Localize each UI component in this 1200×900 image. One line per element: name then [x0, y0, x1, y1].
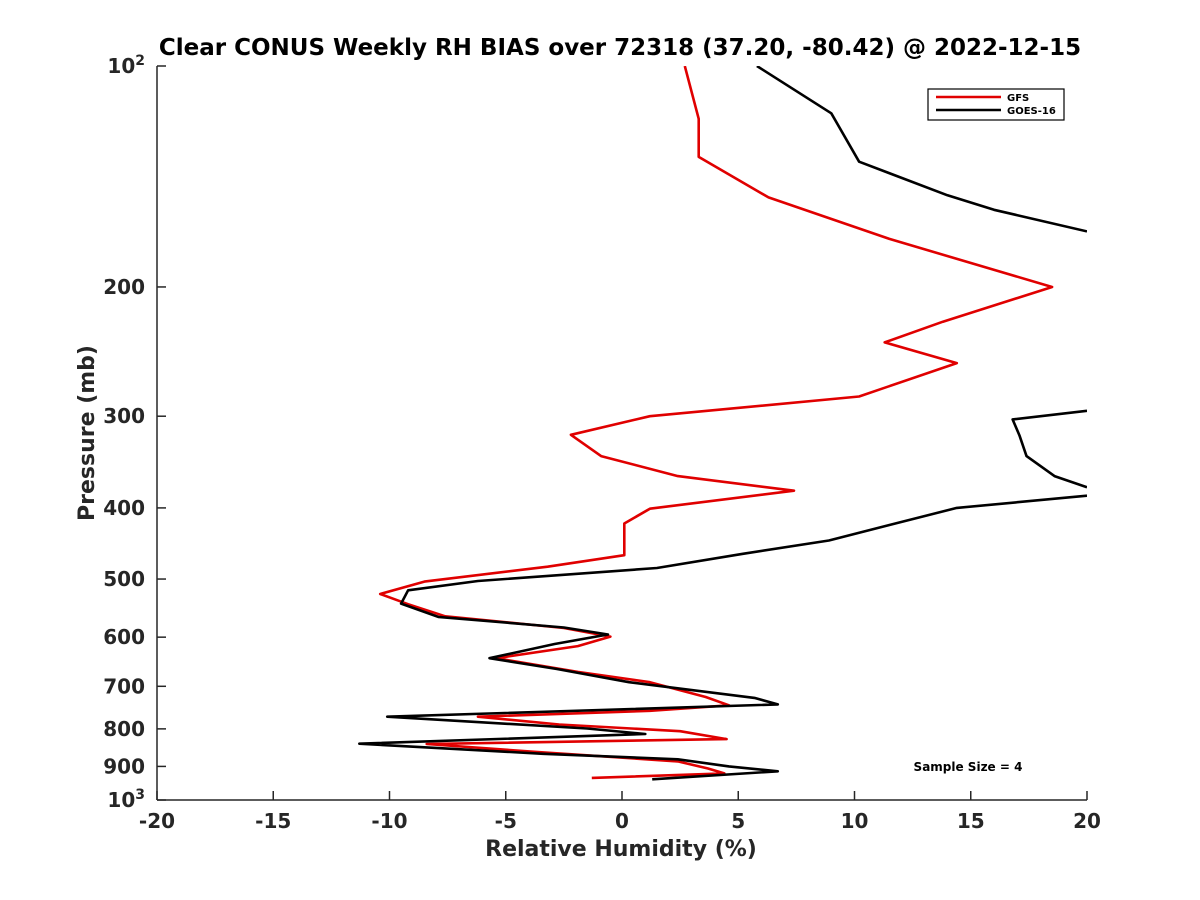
legend-label-goes16: GOES-16 [1007, 106, 1056, 117]
legend-label-gfs: GFS [1007, 93, 1029, 104]
x-tick-label: -5 [495, 809, 517, 833]
chart-title: Clear CONUS Weekly RH BIAS over 72318 (3… [159, 35, 1081, 61]
x-tick-label: 10 [841, 809, 869, 833]
legend: GFS GOES-16 [927, 88, 1065, 121]
sample-size-annotation: Sample Size = 4 [914, 760, 1023, 774]
series-line-gfs [378, 66, 1054, 780]
x-axis-ticks: -20 -15 -10 -5 0 5 10 15 20 [139, 791, 1101, 833]
y-tick-label: 600 [103, 625, 145, 649]
x-tick-label: 0 [615, 809, 629, 833]
x-tick-label: -15 [255, 809, 291, 833]
y-tick-label: 200 [103, 275, 145, 299]
y-tick-label: 800 [103, 717, 145, 741]
series-line-goes16-3 [358, 494, 1087, 781]
series-line-goes16-2 [1011, 409, 1087, 489]
y-tick-label: 900 [103, 754, 145, 778]
y-tick-label: 103 [107, 787, 145, 812]
y-tick-label: 500 [103, 567, 145, 591]
series-layer [358, 66, 1087, 781]
y-axis-title: Pressure (mb) [75, 345, 100, 521]
plot-area: -20 -15 -10 -5 0 5 10 15 20 102 200 300 400 500 600 70… [103, 53, 1101, 833]
x-tick-label: 15 [957, 809, 985, 833]
y-tick-label: 700 [103, 674, 145, 698]
x-tick-label: -10 [371, 809, 407, 833]
y-tick-label: 300 [103, 404, 145, 428]
y-tick-label: 400 [103, 496, 145, 520]
x-tick-label: -20 [139, 809, 175, 833]
x-tick-label: 5 [731, 809, 745, 833]
x-tick-label: 20 [1073, 809, 1101, 833]
y-axis-ticks: 102 200 300 400 500 600 700 800 900 103 [103, 53, 166, 812]
series-line-goes16-1 [756, 66, 1087, 233]
legend-box [927, 88, 1065, 121]
y-tick-label: 102 [107, 53, 145, 78]
x-axis-title: Relative Humidity (%) [485, 837, 757, 862]
